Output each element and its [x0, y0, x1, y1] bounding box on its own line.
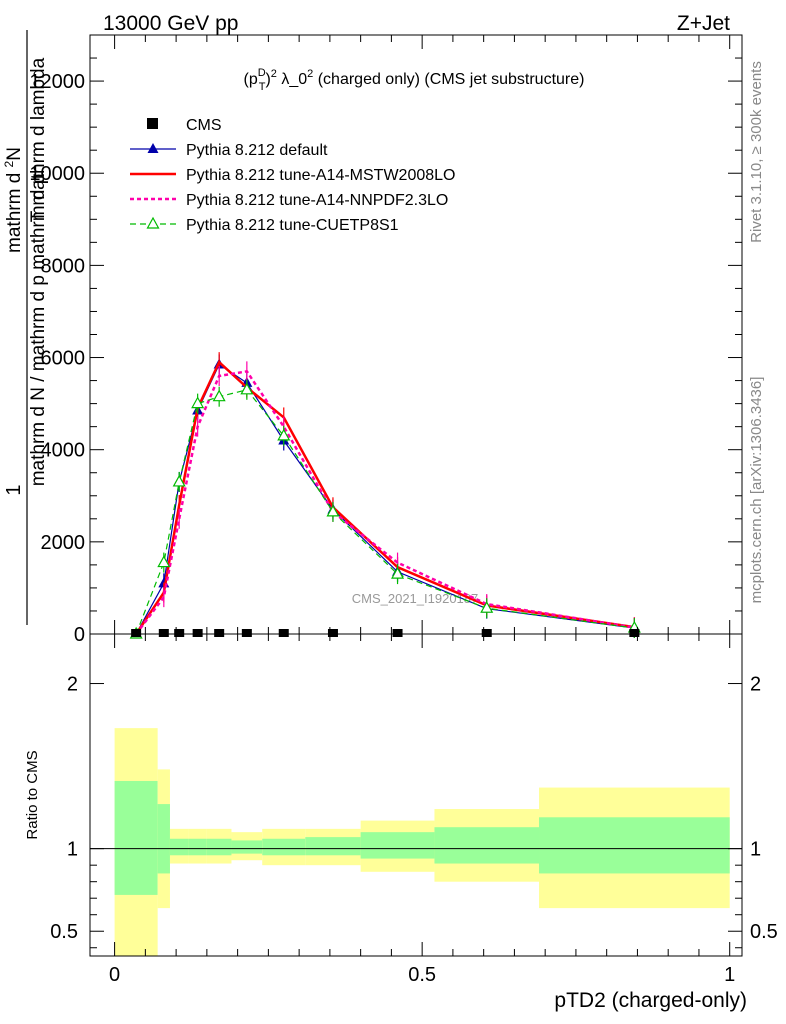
y-tick-label: 0 [74, 624, 85, 646]
cms-point [629, 629, 640, 637]
ratio-y-tick-label-right: 2 [750, 674, 761, 696]
header-right: Z+Jet [677, 12, 730, 35]
legend-marker-4 [146, 216, 160, 229]
plot-title: (pD T)2 λ_02 (charged only) (CMS jet subs… [244, 67, 585, 93]
y-tick-label: 12000 [29, 71, 85, 93]
legend: CMS Pythia 8.212 default Pythia 8.212 tune… [130, 117, 455, 234]
ylabel-numerator: 1 [3, 484, 25, 495]
y-axis-label: 1 mathrm d N / mathrm d p mathrm d p mat… [2, 30, 49, 625]
x-tick-label: 1 [724, 964, 735, 986]
legend-marker-cms [147, 118, 158, 129]
cms-point [131, 629, 142, 637]
series-point-3 [277, 428, 291, 441]
series-point-3 [212, 389, 226, 402]
ylabel-pt: T mathrm d lambda [28, 57, 49, 222]
ratio-y-tick-label: 2 [67, 674, 78, 696]
x-tick-label: 0.5 [408, 964, 436, 986]
ratio-band-green [360, 832, 435, 859]
cms-point [192, 629, 203, 637]
ratio-band-green [262, 838, 306, 856]
y-tick-label: 2000 [41, 532, 86, 554]
ratio-y-tick-label: 0.5 [50, 921, 78, 943]
ratio-band-green [157, 804, 170, 874]
y-tick-label: 8000 [41, 255, 86, 277]
ratio-y-tick-label: 1 [67, 839, 78, 861]
series-point-3 [326, 504, 340, 517]
ratio-band-green [305, 837, 361, 856]
series-point-3 [480, 600, 494, 613]
series-point-3 [172, 474, 186, 487]
cms-point [392, 629, 403, 637]
ratio-ylabel: Ratio to CMS [24, 750, 41, 839]
series-point-3 [157, 555, 171, 568]
legend-label-4: Pythia 8.212 tune-CUETP8S1 [186, 217, 399, 234]
y-tick-label: 6000 [41, 348, 86, 370]
cms-point [327, 629, 338, 637]
legend-label-2: Pythia 8.212 tune-A14-MSTW2008LO [186, 167, 455, 184]
ylabel-denominator: mathrm d N / mathrm d p mathrm d p [28, 174, 49, 487]
cms-point [158, 629, 169, 637]
ratio-band-green [169, 838, 189, 856]
ratio-y-tick-label-right: 1 [750, 839, 761, 861]
series-point-3 [391, 566, 405, 579]
cms-point [214, 629, 225, 637]
series-point-3 [240, 382, 254, 395]
watermark: CMS_2021_I1920187 [352, 591, 479, 606]
cms-point [174, 629, 185, 637]
legend-label-1: Pythia 8.212 default [186, 142, 328, 159]
cms-point [481, 629, 492, 637]
y-tick-label: 10000 [29, 163, 85, 185]
x-tick-label: 0 [109, 964, 120, 986]
ratio-band-green [188, 838, 207, 856]
ratio-band-green [206, 838, 232, 856]
header-left: 13000 GeV pp [103, 12, 238, 35]
rivet-label: Rivet 3.1.10, ≥ 300k events [748, 61, 765, 243]
ratio-band-green [114, 780, 158, 895]
legend-label-0: CMS [186, 117, 222, 134]
ratio-band-green [539, 817, 730, 874]
main-plot: CMS_2021_I1920187 0 2000 4000 6000 8000 10000… [2, 30, 743, 646]
ratio-band-green [434, 827, 540, 864]
ratio-y-tick-label-right: 0.5 [750, 921, 778, 943]
cms-point [278, 629, 289, 637]
ylabel-top: mathrm d 2N [2, 147, 25, 253]
legend-label-3: Pythia 8.212 tune-A14-NNPDF2.3LO [186, 192, 448, 209]
cms-point [241, 629, 252, 637]
ratio-frame [89, 633, 743, 957]
y-tick-label: 4000 [41, 440, 86, 462]
series-point-3 [191, 396, 205, 409]
legend-marker-1 [147, 143, 159, 153]
ratio-plot: 0.5 0.5 1 1 2 2 0 0.5 1 Ratio to CMS pTD2 (charg… [24, 633, 778, 1012]
mcplots-label: mcplots.cern.ch [arXiv:1306.3436] [748, 377, 765, 604]
ratio-band-green [231, 840, 263, 854]
x-axis-label: pTD2 (charged-only) [554, 989, 747, 1012]
